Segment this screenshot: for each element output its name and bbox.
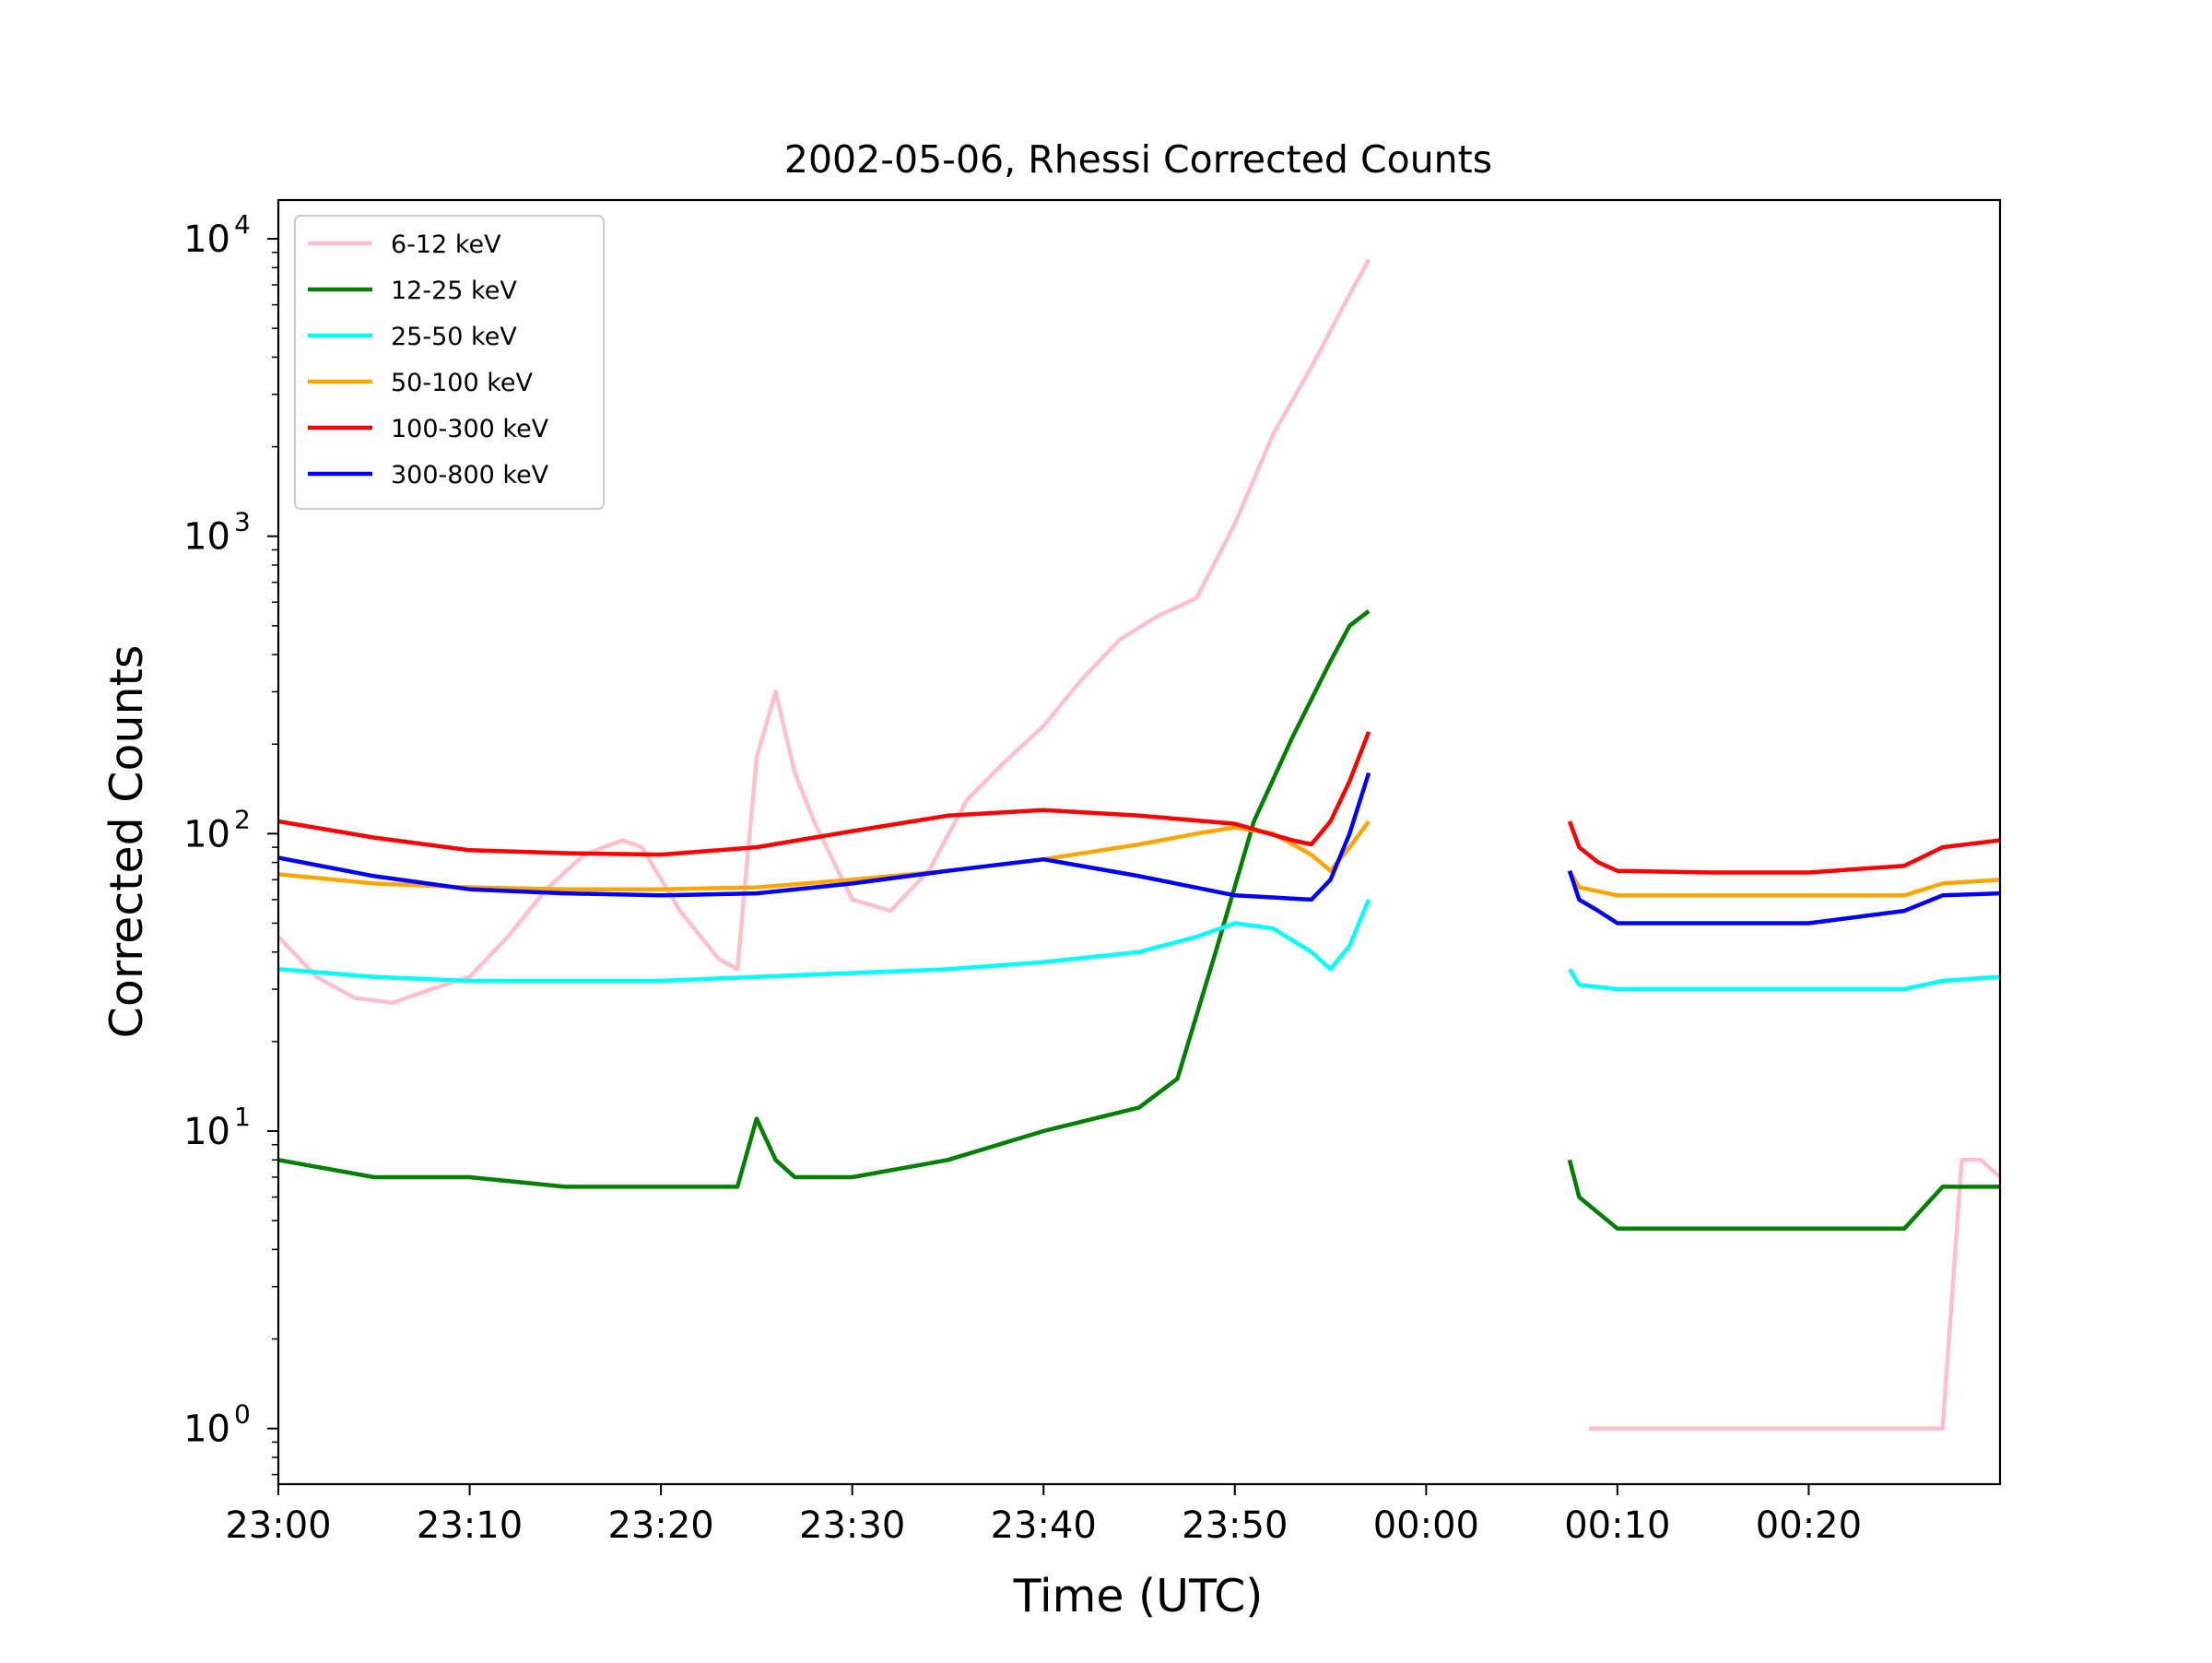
x-axis-ticks: 23:00 23:10 23:20 23:30 23:40 23:50 00:00 00:10… xyxy=(225,1484,1862,1547)
series-line-12-25-kev xyxy=(1567,1159,2000,1232)
y-axis-label: Corrected Counts xyxy=(100,645,153,1039)
series-line-100-300-kev xyxy=(1567,820,2000,875)
legend-label: 12-25 keV xyxy=(391,277,517,305)
x-axis-label: Time (UTC) xyxy=(1013,1570,1264,1622)
series-line-6-12-kev xyxy=(278,258,1371,1006)
y-tick-exponent: 3 xyxy=(234,507,251,537)
x-tick-label: 23:40 xyxy=(991,1504,1097,1547)
series-line-50-100-kev xyxy=(1568,869,2000,898)
y-tick-label: 10 xyxy=(183,813,230,855)
y-tick-label: 10 xyxy=(183,516,230,559)
x-tick-label: 23:20 xyxy=(607,1504,713,1547)
x-tick-label: 23:00 xyxy=(225,1504,331,1547)
x-tick-label: 23:10 xyxy=(417,1504,523,1547)
y-tick-label: 10 xyxy=(183,1409,230,1451)
series-line-300-800-kev xyxy=(1567,869,2000,926)
x-tick-label: 23:30 xyxy=(799,1504,905,1547)
y-tick-exponent: 0 xyxy=(234,1399,251,1430)
y-tick-label: 10 xyxy=(183,1111,230,1153)
y-tick-exponent: 1 xyxy=(234,1102,251,1132)
x-tick-label: 00:00 xyxy=(1373,1504,1479,1547)
y-tick-exponent: 4 xyxy=(234,209,251,240)
x-tick-label: 00:10 xyxy=(1564,1504,1670,1547)
legend-label: 300-800 keV xyxy=(391,461,549,489)
series-lines xyxy=(278,258,2000,1431)
plot-area xyxy=(276,198,2002,1486)
series-line-6-12-kev xyxy=(1588,1158,2000,1431)
chart-title: 2002-05-06, Rhessi Corrected Counts xyxy=(784,137,1492,182)
y-tick-label: 10 xyxy=(183,218,230,261)
legend-label: 50-100 keV xyxy=(391,369,534,397)
legend-label: 25-50 keV xyxy=(391,323,517,351)
legend-label: 6-12 keV xyxy=(391,230,501,259)
series-line-25-50-kev xyxy=(278,899,1371,984)
series-line-300-800-kev xyxy=(278,772,1371,902)
legend-label: 100-300 keV xyxy=(391,415,549,443)
legend: 6-12 keV 12-25 keV 25-50 keV 50-100 keV 100-… xyxy=(294,215,605,510)
series-line-12-25-kev xyxy=(278,609,1371,1189)
series-line-100-300-kev xyxy=(278,731,1371,857)
plot-frame xyxy=(276,198,2002,1486)
x-tick-label: 00:20 xyxy=(1756,1504,1862,1547)
x-tick-label: 23:50 xyxy=(1182,1504,1288,1547)
y-tick-exponent: 2 xyxy=(234,804,251,834)
series-line-25-50-kev xyxy=(1568,968,2000,992)
